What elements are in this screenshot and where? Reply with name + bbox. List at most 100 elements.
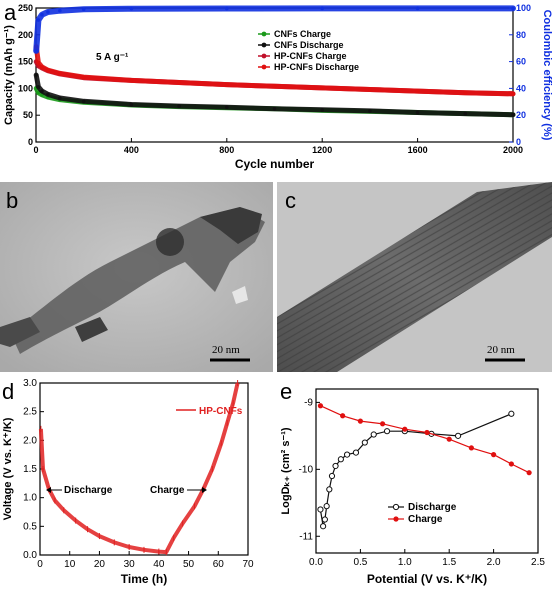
- legend-label-a: CNFs Discharge: [274, 40, 344, 50]
- x-tick-label-d: 20: [94, 559, 106, 570]
- data-point-e-0: [508, 410, 515, 417]
- x-tick-label-a: 400: [124, 145, 139, 155]
- x-tick-label-d: 50: [183, 559, 195, 570]
- y-tick-label-d: 2.5: [23, 407, 37, 418]
- data-point-e-1: [317, 403, 324, 409]
- data-point-e-1: [402, 426, 408, 432]
- data-point-e-0: [361, 439, 368, 446]
- data-point-a-1: [129, 102, 134, 107]
- data-point-a-3: [58, 71, 62, 76]
- x-tick-label-e: 2.5: [531, 557, 545, 568]
- tem-image-c-graphic: 20 nm c: [277, 182, 552, 372]
- data-point-e-0: [326, 486, 333, 493]
- data-point-a-3: [40, 65, 44, 69]
- legend-label-e: Charge: [408, 514, 443, 525]
- arrowhead-charge-d: [202, 487, 207, 493]
- data-point-e-1: [446, 436, 452, 442]
- y-tick-label-a: 250: [18, 3, 33, 13]
- data-point-a-3: [177, 80, 181, 85]
- annotation-charge-d: Charge: [150, 485, 185, 496]
- data-point-e-0: [323, 503, 330, 510]
- data-point-a-1: [320, 108, 325, 112]
- y-axis-label-e: LogDₖ₊ (cm² s⁻¹): [280, 427, 292, 515]
- x-tick-label-a: 2000: [503, 145, 523, 155]
- panel-label-d: d: [2, 379, 14, 404]
- x-axis-label-d: Time (h): [121, 572, 167, 586]
- data-point-e-0: [370, 431, 377, 438]
- panel-label-b: b: [6, 188, 18, 213]
- data-point-e-0: [337, 456, 344, 463]
- data-point-e-1: [526, 470, 532, 476]
- data-point-a-1: [368, 109, 372, 113]
- legend-label-a: CNFs Charge: [274, 29, 331, 39]
- panel-label-e: e: [280, 379, 292, 404]
- x-tick-label-d: 60: [213, 559, 225, 570]
- tem-image-c: 20 nm c: [277, 182, 552, 372]
- data-point-e-1: [424, 429, 430, 436]
- y-tick-label-d: 1.0: [23, 493, 37, 504]
- tem-image-b-graphic: 20 nm b: [0, 182, 273, 372]
- y-axis-label-d: Voltage (V vs. K⁺/K): [2, 417, 14, 520]
- data-point-a-4: [225, 6, 229, 11]
- x-tick-label-d: 70: [242, 559, 254, 570]
- y-tick-label-a: 50: [23, 110, 33, 120]
- data-point-e-0: [454, 432, 462, 439]
- x-tick-label-a: 1200: [312, 145, 332, 155]
- data-point-a-4: [415, 6, 420, 11]
- tem-image-b: 20 nm b: [0, 182, 273, 372]
- data-point-a-3: [320, 86, 325, 90]
- data-point-e-0: [343, 451, 351, 458]
- data-point-a-3: [511, 91, 515, 96]
- data-point-a-4: [129, 6, 134, 11]
- panel-label-a: a: [4, 0, 17, 25]
- data-point-a-1: [177, 104, 181, 108]
- x-tick-label-a: 0: [33, 145, 38, 155]
- data-point-a-3: [81, 75, 86, 79]
- y-tick-label-d: 0.5: [23, 521, 37, 532]
- data-point-e-0: [332, 462, 339, 470]
- data-point-a-4: [36, 18, 41, 22]
- data-point-a-3: [129, 78, 134, 83]
- scale-label-b: 20 nm: [212, 344, 240, 356]
- data-point-a-1: [46, 92, 50, 97]
- x-tick-label-d: 40: [153, 559, 165, 570]
- x-axis-label-a: Cycle number: [235, 157, 315, 171]
- data-point-a-3: [46, 68, 50, 72]
- y2-tick-label-a: 80: [516, 30, 526, 40]
- legend-label-a: HP-CNFs Discharge: [274, 62, 359, 72]
- data-point-e-1: [508, 461, 514, 467]
- y-tick-label-d: 0.0: [23, 550, 37, 561]
- data-point-a-4: [511, 6, 515, 11]
- x-tick-label-d: 10: [64, 559, 76, 570]
- y-tick-label-a: 200: [18, 30, 33, 40]
- series-line-d-0: [38, 382, 240, 555]
- data-point-a-3: [272, 84, 277, 89]
- legend-marker-e: [393, 516, 399, 522]
- data-point-e-1: [380, 421, 386, 427]
- chart-d-voltage-profile: d 0 10 20 30 40 50 60 70 0.0 0.5 1.0 1.5 2.0 2.5 3.0 Ti…: [2, 378, 254, 586]
- annotation-rate-a: 5 A g⁻¹: [96, 52, 129, 63]
- x-tick-label-e: 0.5: [353, 557, 367, 568]
- plot-frame-e: [315, 388, 539, 554]
- y-tick-label-a: 100: [18, 83, 33, 93]
- data-point-a-1: [225, 105, 229, 109]
- data-point-e-0: [321, 516, 328, 523]
- data-point-a-3: [415, 89, 420, 93]
- chart-a-cycling: a 0 400 800 1200 1600 20000501001502002500204…: [3, 0, 552, 171]
- legend-marker-a: [261, 64, 267, 70]
- chart-e-diffusion: e 0.0 0.5 1.0 1.5 2.0 2.5 -11 -10 -9 Potential (V…: [280, 379, 545, 586]
- arrowhead-discharge-d: [46, 487, 51, 493]
- y-tick-label-e: -11: [299, 531, 313, 542]
- x-tick-label-e: 0.0: [309, 557, 323, 568]
- data-point-e-0: [352, 449, 360, 456]
- panel-label-c: c: [285, 188, 296, 213]
- data-point-a-1: [511, 112, 515, 117]
- x-tick-label-d: 0: [37, 559, 43, 570]
- data-point-a-1: [81, 99, 86, 104]
- data-point-a-1: [36, 84, 41, 89]
- data-point-a-1: [272, 106, 277, 111]
- data-point-a-1: [415, 110, 420, 115]
- data-point-a-3: [368, 87, 372, 92]
- y2-tick-label-a: 0: [516, 137, 521, 147]
- y-tick-label-d: 2.0: [23, 435, 37, 446]
